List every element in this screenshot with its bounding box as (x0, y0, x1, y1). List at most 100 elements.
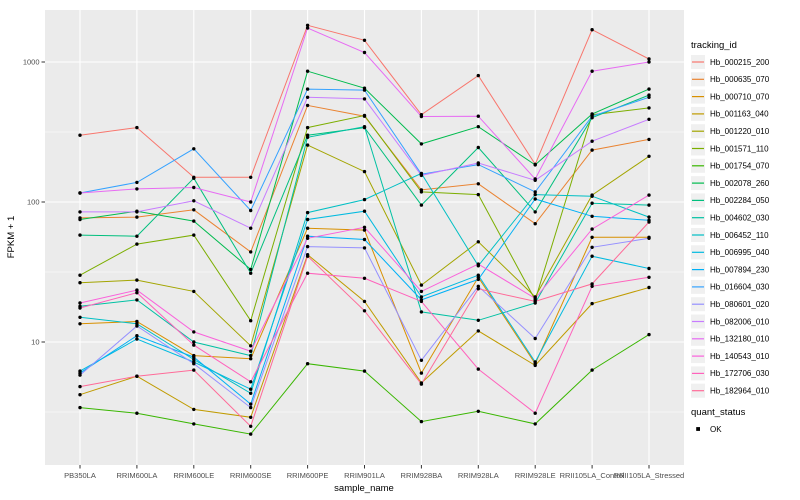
data-point (305, 271, 310, 275)
data-point (249, 391, 253, 395)
data-point (590, 282, 594, 286)
data-point (192, 330, 196, 334)
data-point (135, 411, 139, 415)
data-point (476, 287, 480, 291)
data-points (78, 23, 651, 436)
x-axis-title: sample_name (334, 483, 394, 494)
data-point (590, 301, 594, 306)
data-point (476, 262, 480, 266)
legend-entry-Hb_001754_070: Hb_001754_070 (691, 158, 770, 173)
data-point (305, 87, 310, 91)
legend-entry-Hb_007894_230: Hb_007894_230 (691, 262, 770, 277)
legend-entry-quant-OK: OK (696, 425, 722, 434)
legend-entry-Hb_172706_030: Hb_172706_030 (691, 366, 770, 381)
data-point (249, 353, 253, 358)
y-tick-label: 10 (31, 338, 39, 347)
data-point (476, 329, 480, 333)
data-point (78, 281, 82, 285)
data-point (192, 407, 196, 412)
legend-entry-label: Hb_016604_030 (710, 283, 770, 292)
data-point (419, 310, 424, 314)
data-point (192, 219, 196, 223)
legend-entry-label: OK (710, 425, 722, 434)
data-point (362, 225, 367, 229)
data-point (647, 275, 651, 279)
x-tick-label: PB350LA (64, 471, 96, 480)
data-point (249, 344, 253, 348)
data-point (78, 217, 82, 222)
data-point (533, 363, 537, 368)
data-point (419, 142, 424, 146)
data-point (362, 113, 367, 118)
data-point (419, 289, 424, 294)
data-point (647, 215, 651, 219)
legend-entry-Hb_182964_010: Hb_182964_010 (691, 383, 770, 398)
data-point (192, 147, 196, 151)
data-point (533, 163, 537, 167)
data-point (78, 393, 82, 397)
data-point (249, 405, 253, 410)
legend-entry-label: Hb_002078_260 (710, 179, 770, 188)
data-point (590, 214, 594, 218)
legend-entry-Hb_000710_070: Hb_000710_070 (691, 89, 770, 104)
legend-entry-Hb_001163_040: Hb_001163_040 (691, 106, 769, 121)
data-point (476, 73, 480, 78)
legend-entry-Hb_080601_020: Hb_080601_020 (691, 297, 770, 312)
data-point (533, 210, 537, 214)
legend-entry-label: Hb_082006_010 (710, 317, 770, 326)
data-point (305, 103, 310, 108)
data-point (305, 95, 310, 100)
data-point (647, 117, 651, 122)
data-point (533, 360, 537, 364)
data-point (476, 318, 480, 322)
data-point (305, 210, 310, 215)
data-point (476, 145, 480, 150)
x-tick-label: RRII105LA_Stressed (614, 471, 684, 480)
data-point (78, 210, 82, 214)
legend-entry-label: Hb_140543_010 (710, 352, 770, 361)
data-point (192, 368, 196, 372)
legend-entry-label: Hb_000635_070 (710, 75, 770, 84)
data-point (647, 193, 651, 197)
legend-entry-label: Hb_080601_020 (710, 300, 770, 309)
data-point (135, 242, 139, 246)
legend-entry-Hb_001220_010: Hb_001220_010 (691, 124, 770, 139)
legend-entry-Hb_004602_030: Hb_004602_030 (691, 210, 770, 225)
data-point (647, 285, 651, 290)
data-point (476, 284, 480, 288)
data-point (249, 319, 253, 323)
legend-entry-Hb_000635_070: Hb_000635_070 (691, 72, 770, 87)
data-point (590, 368, 594, 372)
data-point (362, 369, 367, 373)
data-point (135, 180, 139, 185)
data-point (78, 306, 82, 310)
data-point (590, 201, 594, 205)
data-point (249, 357, 253, 361)
data-point (305, 244, 310, 249)
data-point (305, 135, 310, 139)
legend-entry-Hb_016604_030: Hb_016604_030 (691, 279, 770, 294)
legend-entry-label: Hb_001163_040 (710, 110, 769, 119)
data-point (647, 203, 651, 207)
legend-tracking-id: Hb_000215_200 Hb_000635_070 Hb_000710_070 H… (691, 55, 770, 398)
legend-entry-label: Hb_172706_030 (710, 369, 770, 378)
data-point (249, 175, 253, 179)
data-point (78, 191, 82, 195)
data-point (647, 154, 651, 158)
data-point (249, 349, 253, 353)
data-point (135, 334, 139, 338)
data-point (362, 50, 367, 55)
data-point (78, 273, 82, 277)
data-point (647, 137, 651, 142)
data-point (419, 283, 424, 287)
axes-group: PB350LA RRIM600LA RRIM600LE RRIM600SE RRIM60… (23, 58, 684, 480)
data-point (647, 57, 651, 61)
data-point (590, 284, 594, 288)
data-point (305, 143, 310, 147)
data-point (192, 185, 196, 190)
data-point (305, 236, 310, 240)
data-point (362, 38, 367, 42)
legend-entry-label: Hb_001754_070 (710, 162, 770, 171)
data-point (647, 220, 651, 224)
